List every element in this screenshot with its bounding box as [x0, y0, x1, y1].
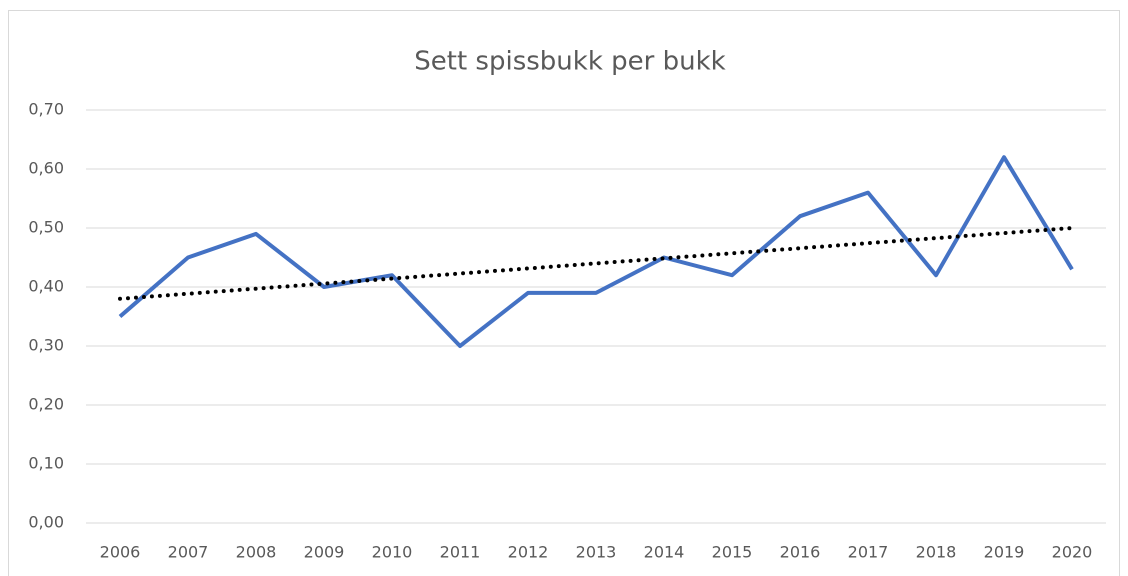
x-tick-label: 2016: [780, 543, 821, 562]
y-tick-label: 0,30: [28, 336, 64, 355]
x-tick-label: 2017: [848, 543, 889, 562]
chart-title: Sett spissbukk per bukk: [414, 47, 725, 77]
x-tick-label: 2018: [916, 543, 957, 562]
x-tick-label: 2007: [168, 543, 209, 562]
data-line: [118, 155, 1074, 348]
x-tick-label: 2006: [100, 543, 141, 562]
y-tick-label: 0,20: [28, 395, 64, 414]
x-tick-label: 2010: [372, 543, 413, 562]
x-tick-label: 2014: [644, 543, 685, 562]
x-tick-label: 2019: [984, 543, 1025, 562]
trendline: [118, 226, 1074, 301]
y-tick-label: 0,10: [28, 454, 64, 473]
x-tick-label: 2012: [508, 543, 549, 562]
y-tick-label: 0,70: [28, 100, 64, 119]
x-tick-label: 2008: [236, 543, 277, 562]
x-tick-label: 2020: [1052, 543, 1093, 562]
x-tick-label: 2011: [440, 543, 481, 562]
x-tick-label: 2013: [576, 543, 617, 562]
y-tick-label: 0,40: [28, 277, 64, 296]
y-tick-label: 0,60: [28, 159, 64, 178]
x-tick-label: 2009: [304, 543, 345, 562]
x-tick-label: 2015: [712, 543, 753, 562]
y-tick-label: 0,00: [28, 513, 64, 532]
y-tick-label: 0,50: [28, 218, 64, 237]
